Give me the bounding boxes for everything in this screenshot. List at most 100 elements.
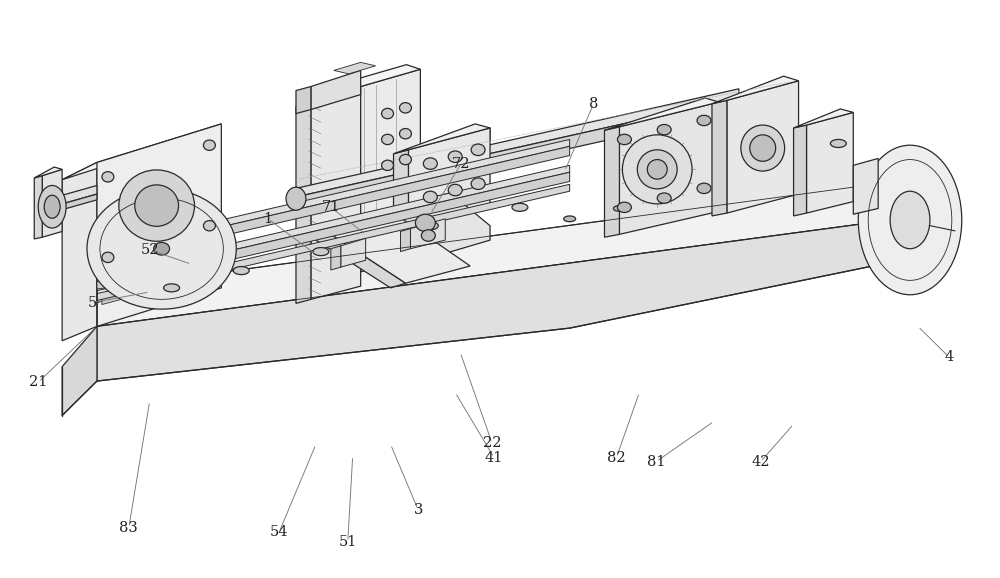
Text: 71: 71 [322,201,340,214]
Polygon shape [296,89,739,197]
Polygon shape [316,234,405,288]
Polygon shape [97,165,570,281]
Ellipse shape [423,158,437,169]
Polygon shape [97,172,570,291]
Ellipse shape [119,170,194,241]
Ellipse shape [422,222,438,229]
Ellipse shape [512,203,528,212]
Text: 4: 4 [944,350,953,364]
Ellipse shape [203,221,215,231]
Polygon shape [296,102,311,303]
Polygon shape [334,62,376,74]
Ellipse shape [471,178,485,190]
Ellipse shape [471,144,485,155]
Ellipse shape [399,154,411,165]
Text: 54: 54 [270,525,288,539]
Text: 82: 82 [607,450,626,465]
Polygon shape [62,327,97,416]
Ellipse shape [44,195,60,218]
Polygon shape [311,71,361,109]
Polygon shape [346,210,394,232]
Ellipse shape [617,202,631,213]
Ellipse shape [637,150,677,189]
Polygon shape [807,112,853,213]
Polygon shape [341,238,366,267]
Polygon shape [712,76,799,104]
Polygon shape [394,150,408,231]
Polygon shape [62,124,221,180]
Text: 21: 21 [29,375,47,389]
Polygon shape [712,101,727,216]
Text: 72: 72 [452,157,470,171]
Polygon shape [52,194,97,213]
Polygon shape [97,139,570,255]
Polygon shape [42,169,62,237]
Ellipse shape [564,216,576,222]
Ellipse shape [858,145,962,295]
Ellipse shape [830,139,846,147]
Ellipse shape [87,188,236,309]
Polygon shape [408,128,490,161]
Polygon shape [361,69,420,272]
Polygon shape [408,128,490,229]
Text: 1: 1 [264,212,273,226]
Ellipse shape [382,109,394,118]
Ellipse shape [657,124,671,135]
Text: 51: 51 [339,535,357,549]
Ellipse shape [448,151,462,162]
Ellipse shape [38,186,66,228]
Text: 3: 3 [414,503,423,517]
Ellipse shape [102,252,114,262]
Polygon shape [97,146,570,265]
Polygon shape [410,219,445,249]
Ellipse shape [313,247,329,255]
Polygon shape [102,287,128,305]
Ellipse shape [647,160,667,179]
Ellipse shape [415,214,435,231]
Ellipse shape [741,125,785,171]
Text: 22: 22 [483,436,501,450]
Text: 52: 52 [140,243,159,257]
Ellipse shape [233,266,249,275]
Polygon shape [727,81,799,213]
Ellipse shape [750,135,776,161]
Ellipse shape [135,185,179,227]
Ellipse shape [697,183,711,194]
Text: 83: 83 [119,521,138,535]
Polygon shape [97,259,221,303]
Ellipse shape [617,134,631,144]
Polygon shape [619,102,719,234]
Polygon shape [62,162,97,341]
Ellipse shape [102,172,114,182]
Polygon shape [296,87,311,113]
Ellipse shape [203,140,215,150]
Polygon shape [52,186,97,207]
Ellipse shape [671,171,687,179]
Ellipse shape [286,187,306,210]
Polygon shape [331,246,341,270]
Polygon shape [619,102,719,135]
Ellipse shape [751,154,767,162]
Polygon shape [347,65,420,87]
Ellipse shape [613,206,625,212]
Ellipse shape [423,191,437,203]
Text: 42: 42 [751,454,770,469]
Ellipse shape [657,193,671,203]
Ellipse shape [154,242,170,255]
Polygon shape [97,213,943,381]
Ellipse shape [890,191,930,249]
Ellipse shape [421,229,435,241]
Polygon shape [296,98,739,210]
Ellipse shape [448,184,462,196]
Ellipse shape [399,128,411,139]
Text: 41: 41 [485,450,503,465]
Polygon shape [400,229,410,251]
Text: 81: 81 [647,454,665,469]
Polygon shape [34,176,42,239]
Ellipse shape [382,160,394,171]
Polygon shape [97,184,570,301]
Polygon shape [396,193,490,253]
Ellipse shape [382,134,394,144]
Polygon shape [853,158,878,214]
Polygon shape [97,124,221,327]
